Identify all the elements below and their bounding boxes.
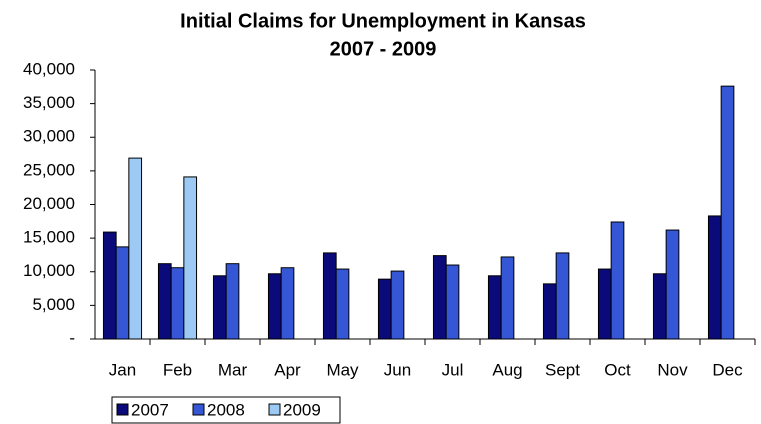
bar [377, 278, 392, 340]
y-tick-label: 40,000 [23, 59, 75, 78]
bar [170, 267, 185, 340]
bar [128, 157, 143, 340]
bar [335, 268, 350, 340]
y-tick-label: - [69, 328, 75, 347]
legend-swatch [192, 403, 205, 416]
bar [115, 246, 130, 340]
x-tick-label: May [326, 360, 359, 379]
y-tick-label: 25,000 [23, 160, 75, 179]
y-tick-label: 35,000 [23, 93, 75, 112]
bar [707, 215, 722, 340]
x-tick-label: Nov [657, 360, 688, 379]
x-tick-label: Oct [604, 360, 631, 379]
bar [390, 270, 405, 340]
legend-box [111, 396, 341, 424]
bar [280, 267, 295, 340]
x-tick-label: Apr [274, 360, 301, 379]
x-tick-label: Mar [218, 360, 248, 379]
legend-swatch [268, 403, 281, 416]
bar [487, 275, 502, 340]
bar [500, 256, 515, 340]
y-tick-label: 5,000 [32, 295, 75, 314]
bar [183, 176, 198, 340]
bar [267, 273, 282, 340]
y-tick-label: 15,000 [23, 228, 75, 247]
x-tick-label: Jan [109, 360, 136, 379]
x-tick-label: Aug [492, 360, 522, 379]
bar [432, 255, 447, 340]
legend-label: 2007 [131, 400, 169, 419]
legend-label: 2008 [207, 400, 245, 419]
x-tick-label: Jul [442, 360, 464, 379]
legend-label: 2009 [283, 400, 321, 419]
bar [225, 263, 240, 340]
bar [597, 268, 612, 340]
bar [212, 275, 227, 340]
legend-swatch [116, 403, 129, 416]
y-tick-label: 20,000 [23, 194, 75, 213]
bar [542, 283, 557, 340]
chart-title: Initial Claims for Unemployment in Kansa… [180, 10, 586, 32]
bar [720, 85, 735, 340]
chart-subtitle: 2007 - 2009 [330, 38, 437, 60]
x-tick-label: Jun [384, 360, 411, 379]
x-tick-label: Sept [545, 360, 580, 379]
bar [157, 263, 172, 340]
bar [445, 264, 460, 340]
bar [665, 229, 680, 340]
x-tick-label: Feb [163, 360, 192, 379]
bar [555, 252, 570, 340]
bar [102, 231, 117, 340]
bar [610, 221, 625, 340]
bar [652, 273, 667, 340]
y-tick-label: 30,000 [23, 127, 75, 146]
bar [322, 252, 337, 340]
y-tick-label: 10,000 [23, 261, 75, 280]
x-tick-label: Dec [712, 360, 743, 379]
